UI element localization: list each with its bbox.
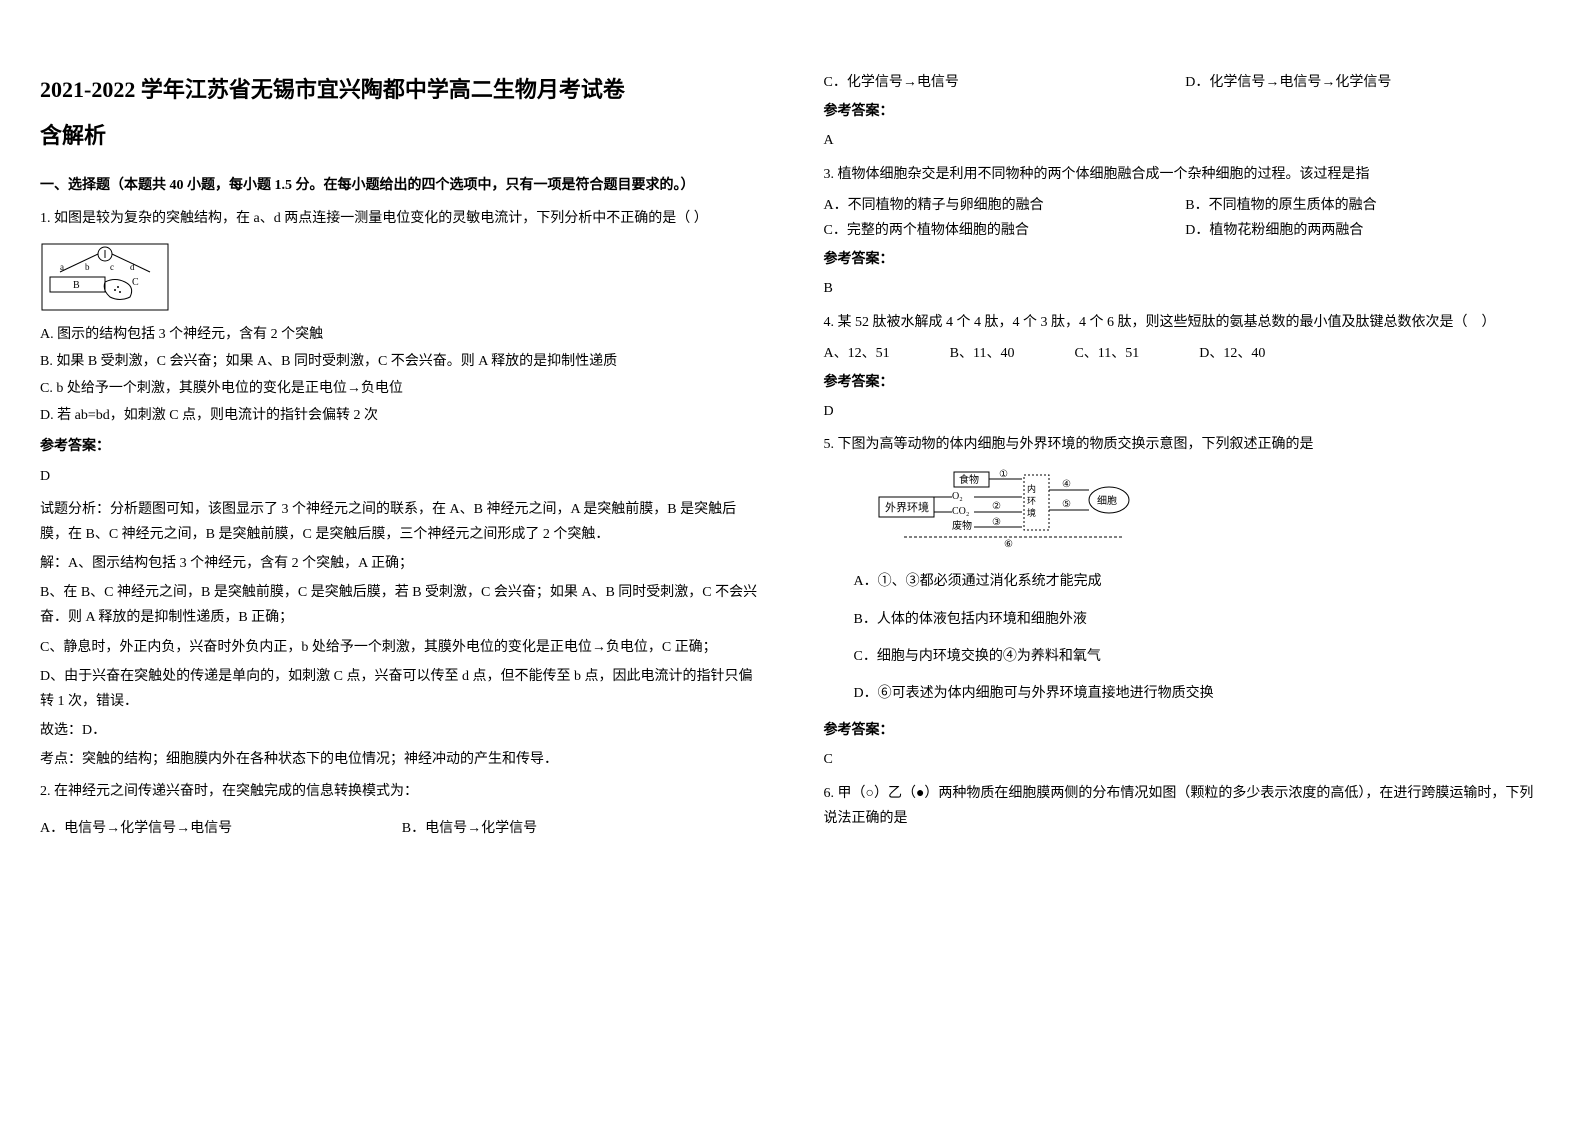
- q2-text: 2. 在神经元之间传递兴奋时，在突触完成的信息转换模式为：: [40, 779, 764, 804]
- q2-optB: B．电信号→化学信号: [402, 816, 764, 841]
- q1-optA: A. 图示的结构包括 3 个神经元，含有 2 个突触: [40, 322, 764, 347]
- svg-text:①: ①: [999, 469, 1008, 480]
- q6-text: 6. 甲（○）乙（●）两种物质在细胞膜两侧的分布情况如图（颗粒的多少表示浓度的高…: [824, 781, 1548, 831]
- q1-text: 1. 如图是较为复杂的突触结构，在 a、d 两点连接一测量电位变化的灵敏电流计，…: [40, 206, 764, 231]
- svg-text:a: a: [60, 262, 64, 272]
- q3-optB: B．不同植物的原生质体的融合: [1185, 193, 1547, 218]
- svg-text:境: 境: [1027, 507, 1036, 518]
- q4-optD: D、12、40: [1199, 341, 1265, 366]
- q4-text: 4. 某 52 肽被水解成 4 个 4 肽，4 个 3 肽，4 个 6 肽，则这…: [824, 310, 1548, 335]
- q5-figure: 外界环境 食物 O₂ CO₂ 废物 ① ② ③ 内 环 境: [874, 467, 1548, 557]
- section-header: 一、选择题（本题共 40 小题，每小题 1.5 分。在每小题给出的四个选项中，只…: [40, 173, 764, 198]
- q1-optD: D. 若 ab=bd，如刺激 C 点，则电流计的指针会偏转 2 次: [40, 403, 764, 428]
- q4-answer-label: 参考答案：: [824, 370, 1548, 395]
- exam-title: 2021-2022 学年江苏省无锡市宜兴陶都中学高二生物月考试卷: [40, 70, 764, 110]
- q5-optD: D．⑥可表述为体内细胞可与外界环境直接地进行物质交换: [854, 681, 1548, 706]
- synapse-diagram: a b c d B C: [40, 242, 170, 312]
- left-column: 2021-2022 学年江苏省无锡市宜兴陶都中学高二生物月考试卷 含解析 一、选…: [40, 70, 764, 847]
- q5-optB: B．人体的体液包括内环境和细胞外液: [854, 607, 1548, 632]
- question-3: 3. 植物体细胞杂交是利用不同物种的两个体细胞融合成一个杂种细胞的过程。该过程是…: [824, 162, 1548, 302]
- svg-text:⑤: ⑤: [1062, 499, 1071, 510]
- q3-optD: D．植物花粉细胞的两两融合: [1185, 218, 1547, 243]
- q2-optC: C．化学信号→电信号: [824, 70, 1186, 95]
- svg-text:B: B: [73, 280, 80, 291]
- q1-analysis6: 故选：D．: [40, 718, 764, 743]
- q5-optC: C．细胞与内环境交换的④为养料和氧气: [854, 644, 1548, 669]
- svg-text:②: ②: [992, 501, 1001, 512]
- svg-text:外界环境: 外界环境: [885, 500, 929, 514]
- q1-analysis3: B、在 B、C 神经元之间，B 是突触前膜，C 是突触后膜，若 B 受刺激，C …: [40, 580, 764, 630]
- svg-text:CO₂: CO₂: [952, 506, 969, 517]
- question-1: 1. 如图是较为复杂的突触结构，在 a、d 两点连接一测量电位变化的灵敏电流计，…: [40, 206, 764, 772]
- q4-answer: D: [824, 399, 1548, 424]
- svg-text:c: c: [110, 262, 114, 272]
- exam-subtitle: 含解析: [40, 116, 764, 156]
- q4-optC: C、11、51: [1074, 341, 1139, 366]
- q1-analysis4: C、静息时，外正内负，兴奋时外负内正，b 处给予一个刺激，其膜外电位的变化是正电…: [40, 635, 764, 660]
- svg-text:④: ④: [1062, 479, 1071, 490]
- q1-analysis5: D、由于兴奋在突触处的传递是单向的，如刺激 C 点，兴奋可以传至 d 点，但不能…: [40, 664, 764, 714]
- q4-optA: A、12、51: [824, 341, 890, 366]
- q1-optB: B. 如果 B 受刺激，C 会兴奋；如果 A、B 同时受刺激，C 不会兴奋。则 …: [40, 349, 764, 374]
- question-6: 6. 甲（○）乙（●）两种物质在细胞膜两侧的分布情况如图（颗粒的多少表示浓度的高…: [824, 781, 1548, 831]
- svg-text:C: C: [132, 277, 139, 288]
- svg-text:食物: 食物: [959, 473, 979, 486]
- question-4: 4. 某 52 肽被水解成 4 个 4 肽，4 个 3 肽，4 个 6 肽，则这…: [824, 310, 1548, 425]
- q2-answer-label: 参考答案：: [824, 99, 1548, 124]
- q1-answer: D: [40, 464, 764, 489]
- svg-text:O₂: O₂: [952, 491, 963, 502]
- q1-analysis1: 试题分析：分析题图可知，该图显示了 3 个神经元之间的联系，在 A、B 神经元之…: [40, 497, 764, 547]
- q5-answer: C: [824, 747, 1548, 772]
- q1-optC: C. b 处给予一个刺激，其膜外电位的变化是正电位→负电位: [40, 376, 764, 401]
- svg-text:d: d: [130, 262, 135, 272]
- exchange-diagram: 外界环境 食物 O₂ CO₂ 废物 ① ② ③ 内 环 境: [874, 467, 1154, 557]
- q3-optA: A．不同植物的精子与卵细胞的融合: [824, 193, 1186, 218]
- q1-answer-label: 参考答案：: [40, 434, 764, 459]
- q2-optA: A．电信号→化学信号→电信号: [40, 816, 402, 841]
- q1-analysis7: 考点：突触的结构；细胞膜内外在各种状态下的电位情况；神经冲动的产生和传导．: [40, 747, 764, 772]
- q3-text: 3. 植物体细胞杂交是利用不同物种的两个体细胞融合成一个杂种细胞的过程。该过程是…: [824, 162, 1548, 187]
- q5-text: 5. 下图为高等动物的体内细胞与外界环境的物质交换示意图，下列叙述正确的是: [824, 432, 1548, 457]
- svg-text:⑥: ⑥: [1004, 539, 1013, 550]
- q2-optD: D．化学信号→电信号→化学信号: [1185, 70, 1547, 95]
- q3-optC: C．完整的两个植物体细胞的融合: [824, 218, 1186, 243]
- q4-optB: B、11、40: [950, 341, 1015, 366]
- question-2: 2. 在神经元之间传递兴奋时，在突触完成的信息转换模式为： A．电信号→化学信号…: [40, 779, 764, 841]
- q1-analysis2: 解：A、图示结构包括 3 个神经元，含有 2 个突触，A 正确；: [40, 551, 764, 576]
- question-5: 5. 下图为高等动物的体内细胞与外界环境的物质交换示意图，下列叙述正确的是 外界…: [824, 432, 1548, 772]
- svg-text:③: ③: [992, 517, 1001, 528]
- svg-text:细胞: 细胞: [1097, 494, 1117, 507]
- right-column: C．化学信号→电信号 D．化学信号→电信号→化学信号 参考答案： A 3. 植物…: [824, 70, 1548, 847]
- q1-figure: a b c d B C: [40, 242, 764, 312]
- svg-text:环: 环: [1027, 496, 1036, 506]
- q5-optA: A．①、③都必须通过消化系统才能完成: [854, 569, 1548, 594]
- svg-text:废物: 废物: [952, 519, 972, 532]
- svg-text:内: 内: [1027, 483, 1036, 494]
- q3-answer: B: [824, 276, 1548, 301]
- q2-answer: A: [824, 128, 1548, 153]
- svg-text:b: b: [85, 262, 90, 272]
- q3-answer-label: 参考答案：: [824, 247, 1548, 272]
- q5-answer-label: 参考答案：: [824, 718, 1548, 743]
